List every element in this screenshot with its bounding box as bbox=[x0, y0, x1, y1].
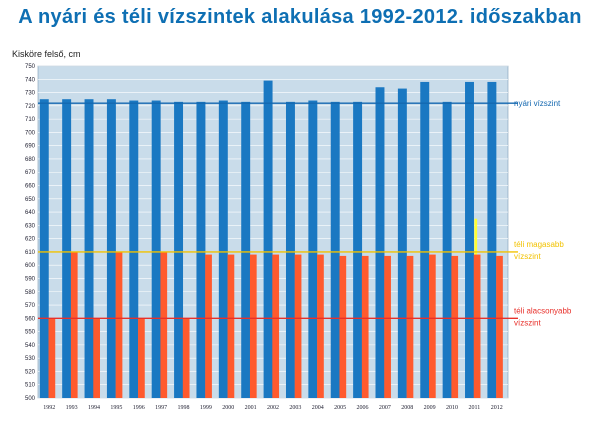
winter-bar bbox=[339, 255, 347, 398]
x-tick-label: 1999 bbox=[200, 405, 212, 411]
chart-title: A nyári és téli vízszintek alakulása 199… bbox=[18, 6, 582, 28]
y-tick-label: 680 bbox=[25, 157, 36, 163]
reference-line-label: vízszint bbox=[514, 252, 541, 261]
y-tick-label: 650 bbox=[25, 197, 36, 203]
x-tick-label: 2001 bbox=[245, 405, 257, 411]
reference-line-label: téli magasabb bbox=[514, 240, 564, 249]
summer-bar bbox=[465, 81, 474, 398]
x-tick-label: 2009 bbox=[424, 405, 436, 411]
y-tick-label: 660 bbox=[25, 184, 36, 190]
y-tick-label: 610 bbox=[25, 250, 36, 256]
winter-bar bbox=[70, 251, 78, 398]
x-tick-label: 2004 bbox=[312, 405, 324, 411]
y-tick-label: 730 bbox=[25, 91, 36, 97]
summer-bar bbox=[196, 101, 206, 398]
y-tick-label: 530 bbox=[25, 356, 36, 362]
x-tick-label: 1996 bbox=[133, 405, 145, 411]
winter-bar bbox=[496, 255, 503, 398]
winter-bar bbox=[160, 251, 168, 398]
x-tick-label: 2008 bbox=[401, 405, 413, 411]
summer-bar bbox=[353, 101, 363, 398]
summer-bar bbox=[106, 99, 116, 398]
winter-bar bbox=[48, 318, 56, 398]
summer-bar bbox=[487, 81, 497, 398]
x-tick-label: 2002 bbox=[267, 405, 279, 411]
reference-line-label: téli alacsonyabb bbox=[514, 306, 572, 315]
summer-bar bbox=[375, 87, 385, 399]
summer-bar bbox=[174, 101, 184, 398]
winter-bar bbox=[294, 254, 302, 398]
winter-bar bbox=[384, 255, 391, 398]
y-tick-label: 520 bbox=[25, 369, 36, 375]
summer-bar bbox=[308, 100, 318, 398]
x-tick-label: 2007 bbox=[379, 405, 391, 411]
summer-bar bbox=[420, 81, 430, 398]
summer-bar bbox=[84, 99, 94, 398]
winter-bar bbox=[182, 318, 190, 398]
x-tick-label: 1995 bbox=[110, 405, 122, 411]
x-tick-label: 1997 bbox=[155, 405, 167, 411]
y-axis-label: Kisköre felső, cm bbox=[12, 49, 81, 59]
y-tick-label: 580 bbox=[25, 290, 36, 296]
summer-bar bbox=[151, 100, 161, 398]
y-tick-label: 750 bbox=[25, 64, 36, 70]
summer-bar bbox=[397, 88, 407, 399]
y-tick-label: 560 bbox=[25, 316, 36, 322]
x-tick-label: 2000 bbox=[222, 405, 234, 411]
y-tick-label: 550 bbox=[25, 330, 36, 336]
x-tick-label: 1998 bbox=[177, 405, 189, 411]
y-tick-label: 500 bbox=[25, 396, 36, 402]
y-tick-label: 590 bbox=[25, 276, 36, 282]
reference-line-label: vízszint bbox=[514, 318, 541, 327]
y-tick-label: 510 bbox=[25, 383, 36, 389]
y-tick-label: 620 bbox=[25, 237, 36, 243]
winter-bar bbox=[205, 254, 212, 398]
summer-bar bbox=[330, 101, 340, 398]
x-tick-label: 2003 bbox=[289, 405, 301, 411]
winter-bar bbox=[93, 318, 100, 398]
summer-bar bbox=[39, 99, 49, 398]
summer-bar bbox=[218, 100, 228, 398]
x-tick-label: 1993 bbox=[66, 405, 78, 411]
x-tick-label: 2005 bbox=[334, 405, 346, 411]
winter-bar bbox=[317, 254, 324, 398]
x-tick-label: 2011 bbox=[469, 405, 481, 411]
summer-bar bbox=[285, 101, 295, 398]
winter-bar bbox=[272, 254, 280, 398]
x-tick-label: 1994 bbox=[88, 405, 100, 411]
winter-bar bbox=[361, 255, 369, 398]
summer-bar bbox=[62, 99, 72, 398]
y-tick-label: 600 bbox=[25, 263, 36, 269]
winter-bar bbox=[249, 254, 257, 398]
summer-bar bbox=[263, 80, 273, 398]
y-tick-label: 540 bbox=[25, 343, 36, 349]
y-tick-label: 720 bbox=[25, 104, 36, 110]
summer-bar bbox=[241, 101, 251, 398]
x-tick-label: 2010 bbox=[446, 405, 458, 411]
reference-line-label: nyári vízszint bbox=[514, 99, 561, 108]
y-tick-label: 570 bbox=[25, 303, 36, 309]
y-tick-label: 630 bbox=[25, 223, 36, 229]
winter-bar bbox=[227, 254, 235, 398]
winter-bar bbox=[451, 255, 459, 398]
summer-bar bbox=[442, 101, 452, 398]
x-tick-label: 2012 bbox=[491, 405, 503, 411]
y-tick-label: 690 bbox=[25, 144, 36, 150]
y-tick-label: 640 bbox=[25, 210, 36, 216]
x-tick-label: 1992 bbox=[43, 405, 55, 411]
winter-bar bbox=[138, 318, 145, 398]
winter-bar bbox=[428, 254, 436, 398]
y-tick-label: 700 bbox=[25, 130, 36, 136]
x-tick-label: 2006 bbox=[357, 405, 369, 411]
winter-bar bbox=[406, 255, 414, 398]
winter-bar bbox=[473, 254, 481, 398]
y-tick-label: 670 bbox=[25, 170, 36, 176]
y-tick-label: 710 bbox=[25, 117, 36, 123]
summer-bar bbox=[129, 100, 139, 398]
y-tick-label: 740 bbox=[25, 77, 36, 83]
winter-bar bbox=[115, 251, 123, 398]
